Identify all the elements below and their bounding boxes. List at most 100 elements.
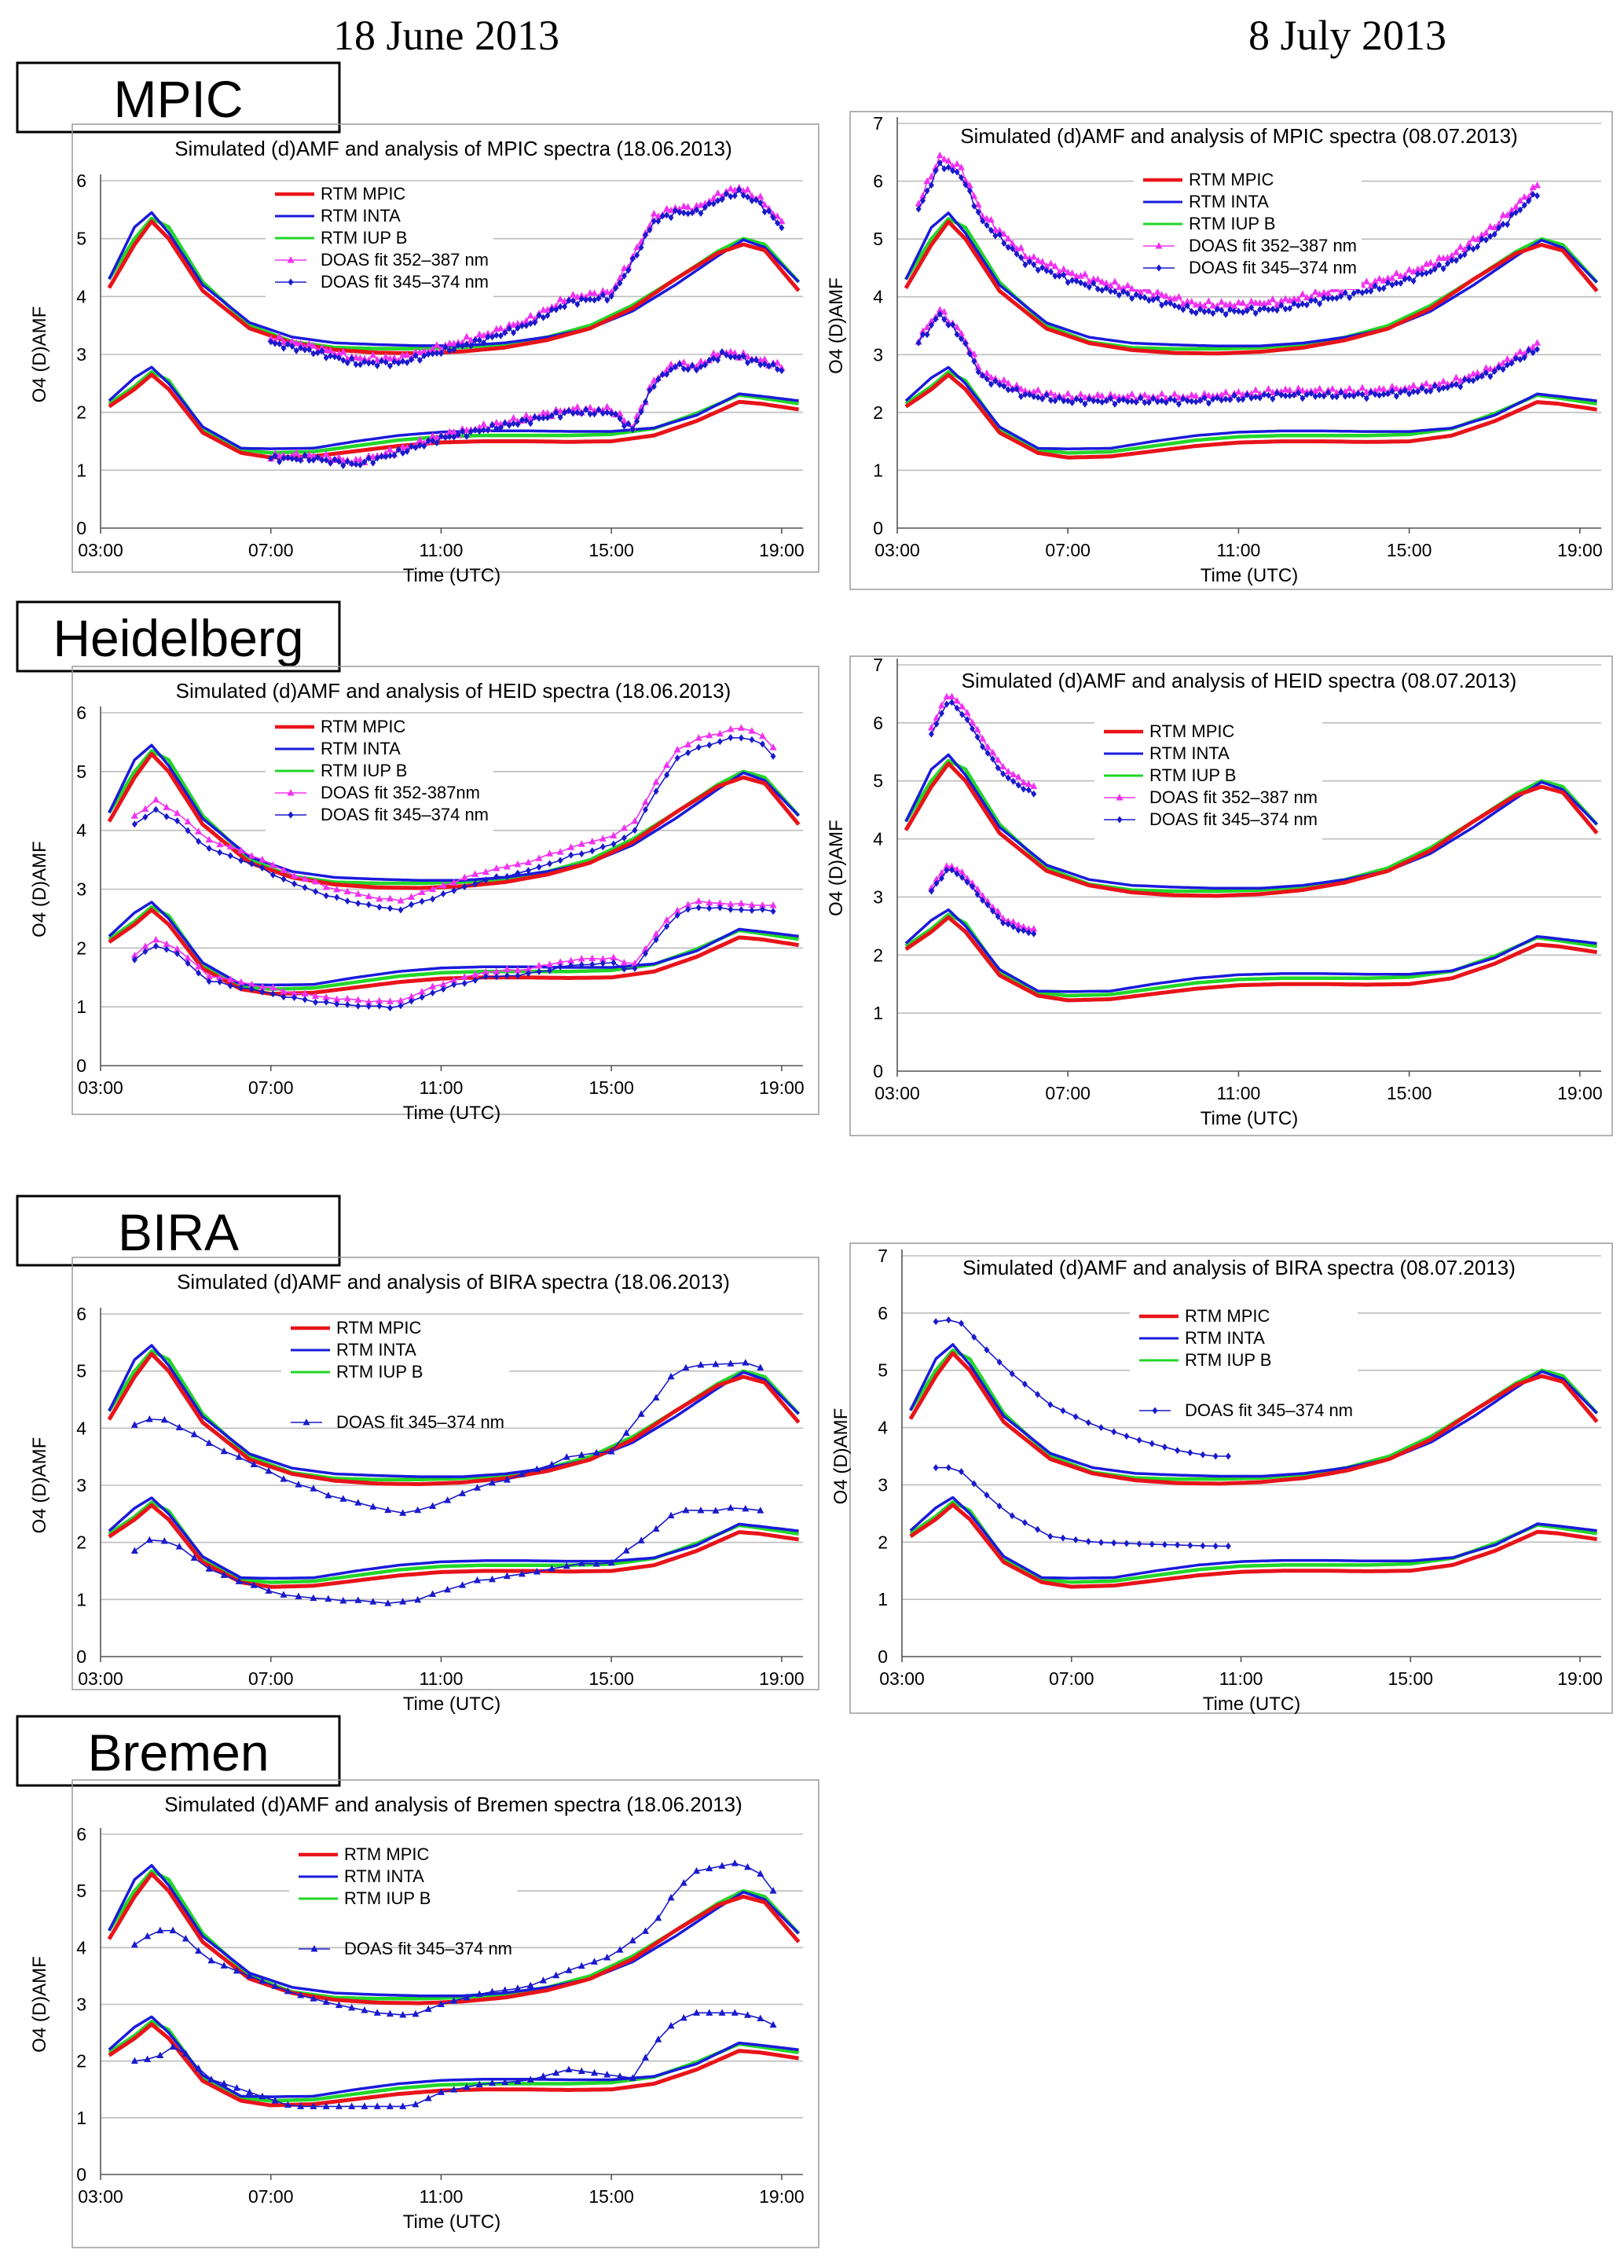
doas-point xyxy=(319,347,325,355)
doas-point xyxy=(324,1491,332,1499)
chart-title: Simulated (d)AMF and analysis of BIRA sp… xyxy=(962,1256,1516,1279)
doas-point xyxy=(532,318,538,326)
doas-point xyxy=(1026,391,1032,398)
doas-point xyxy=(979,735,987,742)
doas-point xyxy=(1474,369,1482,376)
doas-point xyxy=(958,174,964,182)
doas-point xyxy=(1009,1512,1015,1520)
doas-point xyxy=(258,2092,266,2100)
doas-point xyxy=(567,843,575,850)
doas-point xyxy=(651,217,657,225)
doas-point xyxy=(310,1594,317,1602)
doas-point xyxy=(744,1862,752,1870)
doas-point xyxy=(1402,275,1408,283)
doas-point xyxy=(1034,386,1042,393)
doas-point xyxy=(652,1393,660,1401)
doas-point xyxy=(940,155,948,163)
doas-point xyxy=(1470,376,1476,384)
doas-point xyxy=(607,1448,615,1455)
doas-point xyxy=(667,2021,675,2029)
doas-point xyxy=(933,879,940,887)
doas-point xyxy=(416,435,423,443)
doas-point xyxy=(339,1495,347,1502)
doas-point xyxy=(497,332,504,339)
doas-point xyxy=(293,347,299,354)
doas-point xyxy=(175,1423,183,1430)
doas-point xyxy=(522,411,530,419)
doas-point xyxy=(659,212,665,220)
doas-point xyxy=(1453,256,1459,264)
doas-point xyxy=(685,749,691,757)
y-tick-label: 4 xyxy=(878,1418,888,1438)
doas-point xyxy=(1061,397,1067,405)
doas-point xyxy=(966,182,973,189)
doas-point xyxy=(1294,295,1302,303)
doas-point xyxy=(1235,396,1241,404)
doas-point xyxy=(387,905,393,912)
x-tick-label: 11:00 xyxy=(1219,1668,1263,1689)
doas-point xyxy=(685,365,691,373)
doas-point xyxy=(515,869,521,877)
doas-point xyxy=(526,1981,534,1989)
doas-point xyxy=(716,899,724,906)
doas-point xyxy=(1231,307,1237,315)
doas-point xyxy=(622,1547,630,1554)
doas-point xyxy=(697,1506,705,1514)
doas-point xyxy=(599,409,606,417)
doas-point xyxy=(709,349,717,357)
doas-point xyxy=(1248,395,1255,402)
doas-point xyxy=(335,350,343,357)
doas-point xyxy=(566,407,572,415)
doas-point xyxy=(652,930,660,938)
doas-point xyxy=(563,1453,570,1460)
doas-point xyxy=(568,962,574,970)
doas-point xyxy=(1061,271,1067,279)
doas-point xyxy=(1010,770,1017,778)
doas-point xyxy=(1398,279,1404,287)
doas-point xyxy=(1287,392,1293,400)
doas-point xyxy=(130,951,138,959)
doas-point xyxy=(206,978,212,985)
doas-point xyxy=(526,970,532,978)
doas-point xyxy=(583,295,589,303)
doas-point xyxy=(944,156,952,164)
doas-point xyxy=(1005,386,1011,394)
doas-point xyxy=(373,2009,381,2016)
doas-point xyxy=(766,207,772,215)
doas-point xyxy=(1047,396,1054,404)
doas-point xyxy=(1094,397,1101,405)
doas-point xyxy=(196,969,202,977)
doas-point xyxy=(305,339,313,347)
doas-point xyxy=(680,209,687,217)
doas-point xyxy=(1085,1538,1091,1546)
doas-point xyxy=(1025,929,1032,937)
doas-point xyxy=(933,167,939,174)
doas-point xyxy=(684,740,692,748)
doas-point xyxy=(295,1592,302,1599)
doas-point xyxy=(383,453,389,461)
doas-point xyxy=(642,945,650,952)
doas-point xyxy=(966,187,973,195)
doas-point xyxy=(567,956,575,964)
doas-point xyxy=(1209,302,1217,309)
doas-point xyxy=(1261,304,1267,312)
doas-point xyxy=(195,962,203,970)
doas-point xyxy=(731,1859,739,1866)
doas-point xyxy=(664,771,670,779)
doas-point xyxy=(544,413,551,421)
doas-point xyxy=(1240,308,1246,316)
y-tick-label: 4 xyxy=(76,286,86,306)
doas-point xyxy=(365,359,372,367)
doas-point xyxy=(472,426,478,434)
doas-point xyxy=(1453,380,1459,388)
legend-label: DOAS fit 352–387 nm xyxy=(1149,787,1318,807)
doas-point xyxy=(1530,349,1536,357)
doas-point xyxy=(451,433,457,441)
doas-point xyxy=(395,446,401,453)
legend-item: RTM IUP B xyxy=(275,761,407,780)
doas-point xyxy=(357,361,364,369)
doas-point xyxy=(386,2102,394,2109)
doas-point xyxy=(196,838,202,846)
